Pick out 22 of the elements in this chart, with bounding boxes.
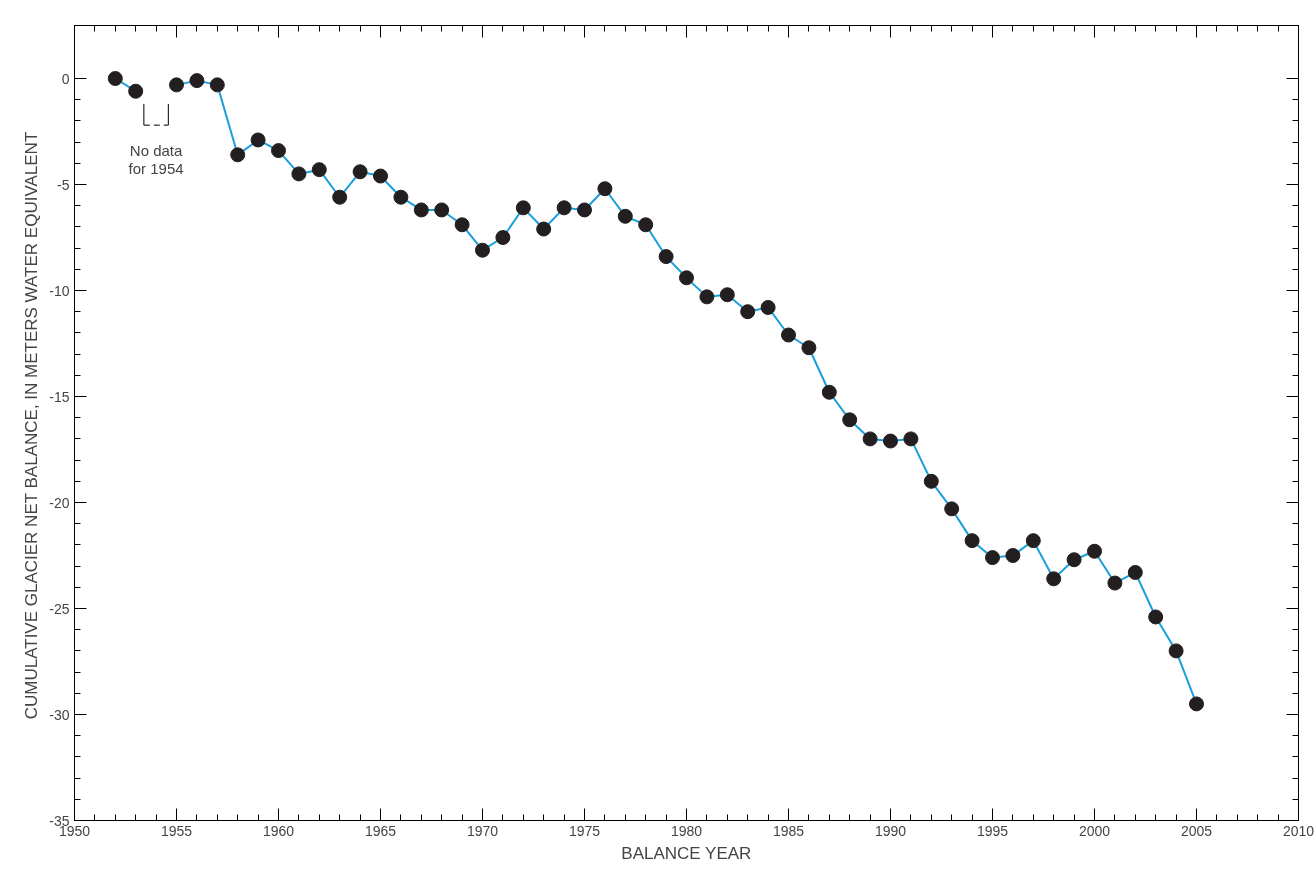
x-tick-label: 2005 <box>1180 822 1213 839</box>
y-tick-label: -5 <box>57 176 70 193</box>
y-axis-title: CUMULATIVE GLACIER NET BALANCE, IN METERS WATER EQUIVALENT <box>22 131 42 720</box>
x-tick-label: 1960 <box>262 822 295 839</box>
x-tick-label: 1965 <box>364 822 397 839</box>
x-tick-label: 1990 <box>874 822 907 839</box>
x-tick-label: 1980 <box>670 822 703 839</box>
y-tick-label: -25 <box>49 600 70 617</box>
y-tick-label: -10 <box>49 282 70 299</box>
x-tick-label: 2010 <box>1282 822 1314 839</box>
y-tick-label: -20 <box>49 494 70 511</box>
y-tick-label: -15 <box>49 388 70 405</box>
y-tick-label: -30 <box>49 706 70 723</box>
x-tick-label: 1975 <box>568 822 601 839</box>
x-tick-label: 1985 <box>772 822 805 839</box>
annotation: No data for 1954 <box>128 141 184 177</box>
x-tick-label: 1995 <box>976 822 1009 839</box>
x-axis-title: BALANCE YEAR <box>621 843 752 863</box>
x-tick-label: 1955 <box>160 822 193 839</box>
x-tick-label: 1970 <box>466 822 499 839</box>
y-tick-label: 0 <box>61 70 70 87</box>
x-tick-label: 2000 <box>1078 822 1111 839</box>
